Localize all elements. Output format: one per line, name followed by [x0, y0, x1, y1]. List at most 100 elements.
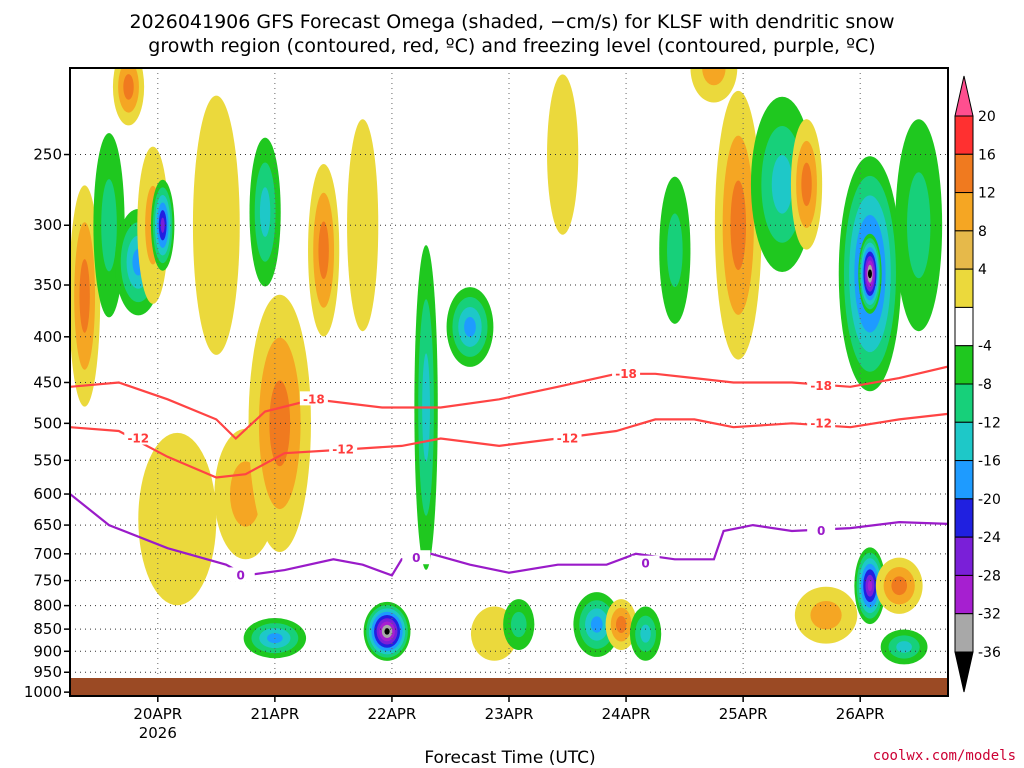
contour-label-bg — [807, 523, 836, 538]
omega-cell — [318, 221, 329, 280]
omega-cell — [590, 616, 603, 633]
y-tick-label: 950 — [33, 663, 62, 681]
contour-label-bg — [631, 555, 660, 570]
colorbar-swatch — [954, 153, 974, 194]
contour-label-bg — [226, 567, 255, 582]
x-tick-label: 24APR — [602, 705, 651, 723]
y-tick-label: 800 — [33, 597, 62, 615]
chart-title: 2026041906 GFS Forecast Omega (shaded, −… — [129, 11, 894, 57]
y-axis: 250 300 350 400 450 500 550 600 650 700 750 800 850 9… — [24, 146, 70, 701]
x-tick-label: 26APR — [836, 705, 885, 723]
colorbar-top-arrow — [954, 75, 974, 117]
contour-label: 0 — [412, 551, 420, 565]
colorbar-swatch — [954, 613, 974, 653]
contour-label-bg — [329, 441, 358, 456]
colorbar-swatch — [954, 421, 974, 462]
omega-cell — [771, 155, 793, 214]
x-tick-label: 20APR — [133, 705, 182, 723]
colorbar-label: -32 — [978, 607, 1001, 623]
contour-label-bg — [553, 430, 582, 445]
omega-cell — [138, 432, 217, 606]
contour-label-bg — [807, 415, 836, 430]
x-axis-label: Forecast Time (UTC) — [424, 748, 595, 768]
omega-cell — [464, 317, 476, 337]
contour-label: 0 — [817, 524, 825, 538]
colorbar-label: -4 — [978, 339, 992, 355]
colorbar-label: -16 — [978, 454, 1001, 470]
colorbar-label: 4 — [978, 262, 987, 278]
colorbar-swatch — [954, 574, 974, 615]
omega-shading — [70, 68, 943, 665]
colorbar-swatch — [954, 306, 974, 347]
omega-cell — [896, 641, 912, 653]
omega-cell — [192, 95, 240, 355]
colorbar-swatch — [954, 230, 974, 270]
credit-text: coolwx.com/models — [873, 748, 1016, 764]
colorbar-bottom-arrow — [954, 651, 974, 693]
omega-cell — [640, 624, 651, 643]
omega-cell — [867, 580, 873, 592]
x-tick-label: 23APR — [485, 705, 534, 723]
omega-cell — [810, 600, 842, 630]
contour-label: -12 — [127, 432, 149, 446]
contour-label-bg — [807, 377, 836, 392]
colorbar-label: 16 — [978, 147, 996, 163]
omega-cell — [269, 380, 291, 467]
omega-cell — [79, 259, 90, 333]
contour-label: -12 — [557, 432, 579, 446]
y-tick-label: 450 — [33, 373, 62, 391]
x-tick-label: 25APR — [719, 705, 768, 723]
colorbar: 20 16 12 8 4 -4 -8 -12 -16 -20 -24 -28 -32 -36 — [954, 75, 1001, 693]
omega-cell — [730, 180, 747, 271]
contour-label: 0 — [237, 568, 245, 582]
y-tick-label: 650 — [33, 516, 62, 534]
contour-label: -12 — [810, 416, 832, 430]
y-tick-label: 350 — [33, 276, 62, 294]
y-tick-label: 300 — [33, 216, 62, 234]
contour-label: -18 — [615, 367, 637, 381]
contour-label: -12 — [332, 443, 354, 457]
x-tick-label: 22APR — [368, 705, 417, 723]
omega-cell — [347, 119, 379, 332]
colorbar-label: -20 — [978, 492, 1001, 508]
colorbar-label: 20 — [978, 109, 996, 125]
y-tick-label: 550 — [33, 451, 62, 469]
ground-surface — [70, 678, 948, 696]
plot-area: -18 -18 -18 -12 -12 -12 -12 0 0 0 0 — [70, 68, 948, 696]
contour-label-bg — [124, 430, 153, 445]
omega-cell — [891, 576, 908, 596]
colorbar-swatch — [954, 460, 974, 500]
omega-cell — [867, 269, 872, 279]
omega-cell — [101, 179, 117, 272]
omega-cell — [667, 213, 683, 288]
title-line-2: growth region (contoured, red, ºC) and f… — [148, 35, 875, 57]
colorbar-label: -8 — [978, 377, 992, 393]
colorbar-label: 12 — [978, 186, 996, 202]
y-tick-label: 750 — [33, 572, 62, 590]
contour-label: 0 — [641, 557, 649, 571]
y-tick-label: 900 — [33, 642, 62, 660]
contour-line — [70, 365, 948, 441]
omega-cell — [801, 162, 812, 207]
colorbar-label: -28 — [978, 568, 1001, 584]
colorbar-label: -12 — [978, 415, 1001, 431]
y-tick-label: 850 — [33, 620, 62, 638]
contour-label-bg — [612, 365, 641, 380]
colorbar-swatch — [954, 383, 974, 423]
y-tick-label: 600 — [33, 485, 62, 503]
contour-label: -18 — [303, 392, 325, 406]
x-tick-sublabel: 2026 — [139, 724, 177, 742]
contour-lines: -18 -18 -18 -12 -12 -12 -12 0 0 0 0 — [70, 365, 948, 582]
colorbar-swatch — [954, 115, 974, 155]
omega-cell — [547, 74, 579, 235]
contour-label-bg — [402, 550, 431, 565]
omega-cell — [702, 68, 726, 86]
y-tick-label: 400 — [33, 328, 62, 346]
colorbar-swatch — [954, 345, 974, 385]
contour-label-bg — [299, 391, 328, 406]
y-tick-label: 250 — [33, 146, 62, 164]
x-tick-label: 21APR — [250, 705, 299, 723]
title-line-1: 2026041906 GFS Forecast Omega (shaded, −… — [129, 11, 894, 33]
